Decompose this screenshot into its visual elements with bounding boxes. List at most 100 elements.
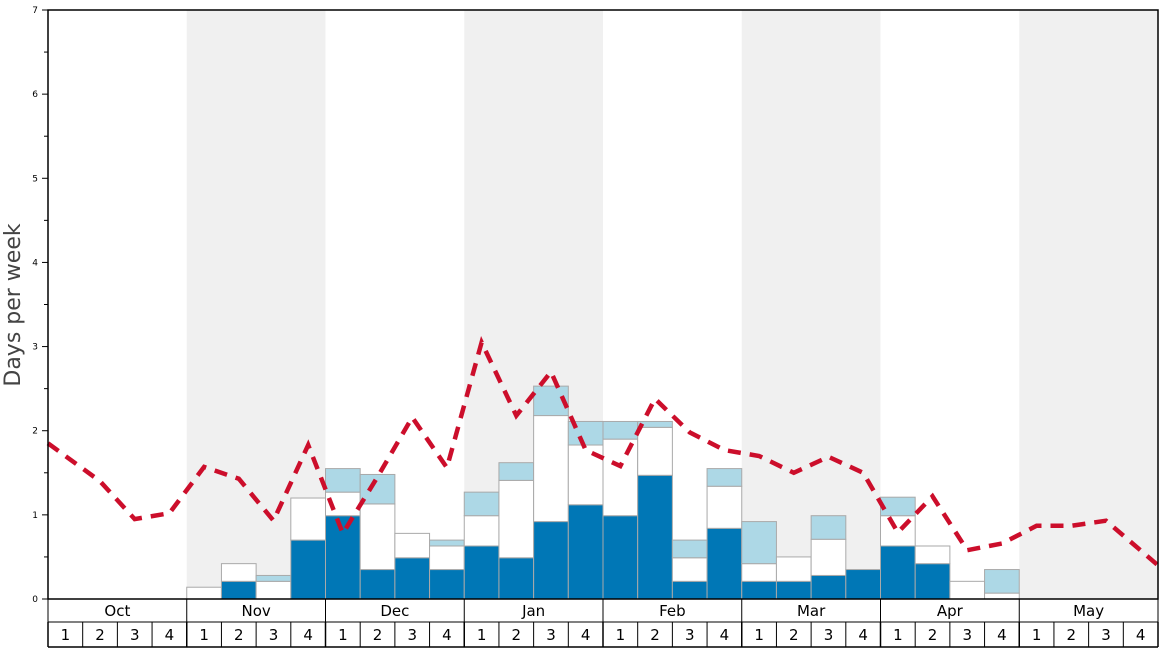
bar-middle (775, 556, 812, 582)
bar-base (463, 545, 500, 600)
bar-middle (429, 545, 465, 571)
bar-top (706, 468, 743, 487)
week-label: 1 (1032, 626, 1042, 644)
month-label: Feb (659, 602, 686, 620)
week-label: 2 (1067, 626, 1077, 644)
month-shading (186, 10, 1158, 599)
bar-base (602, 515, 639, 600)
week-label: 3 (824, 626, 834, 644)
bar-middle (394, 532, 431, 559)
y-tick-label: 5 (32, 174, 38, 184)
bar-base (359, 569, 396, 600)
bar-top (880, 496, 916, 517)
week-label: 1 (61, 626, 71, 644)
bar-middle (359, 503, 396, 571)
bar-base (533, 521, 569, 600)
y-tick-label: 4 (32, 258, 38, 268)
bar-top (984, 569, 1020, 594)
bar-top (325, 468, 361, 493)
bar-middle (949, 580, 986, 600)
month-label: Jan (521, 602, 545, 620)
bar-middle (637, 426, 673, 476)
week-label: 4 (1136, 626, 1146, 644)
week-label: 1 (338, 626, 348, 644)
bar-base (810, 574, 847, 600)
bar-base (429, 569, 465, 600)
bar-middle (220, 563, 257, 582)
week-label: 3 (546, 626, 556, 644)
week-label: 1 (754, 626, 764, 644)
week-label: 2 (789, 626, 799, 644)
bar-middle (984, 592, 1020, 600)
bar-middle (706, 485, 743, 529)
week-label: 2 (95, 626, 105, 644)
line-series (46, 335, 1160, 568)
week-label: 4 (303, 626, 313, 644)
y-tick-label: 1 (32, 511, 38, 521)
y-tick-label: 3 (32, 343, 38, 353)
bar-base (706, 527, 743, 600)
week-label: 1 (893, 626, 903, 644)
bar-top (810, 515, 847, 540)
week-label: 2 (512, 626, 522, 644)
week-label: 1 (616, 626, 626, 644)
y-tick-label: 6 (32, 90, 38, 100)
week-label: 2 (373, 626, 383, 644)
week-label: 3 (685, 626, 695, 644)
bar-base (775, 580, 812, 600)
week-label: 4 (165, 626, 175, 644)
y-tick-label: 2 (32, 427, 38, 437)
week-label: 4 (997, 626, 1007, 644)
month-label: Mar (797, 602, 826, 620)
bar-middle (914, 545, 951, 565)
week-label: 4 (581, 626, 591, 644)
week-label: 2 (650, 626, 660, 644)
week-label: 3 (269, 626, 279, 644)
week-label: 4 (442, 626, 452, 644)
month-label: May (1073, 602, 1104, 620)
bar-base (671, 580, 708, 600)
bar-base (637, 474, 673, 600)
week-label: 1 (199, 626, 209, 644)
bar-middle (498, 479, 535, 559)
bar-middle (810, 538, 847, 576)
bar-middle (741, 563, 777, 582)
bar-base (914, 563, 951, 600)
month-label: Apr (937, 602, 964, 620)
y-tick-label: 7 (32, 6, 38, 16)
bar-top (498, 462, 535, 481)
bar-base (741, 580, 777, 600)
month-label: Dec (380, 602, 409, 620)
bar-top (637, 420, 673, 428)
week-label: 3 (130, 626, 140, 644)
week-label: 3 (1101, 626, 1111, 644)
bar-top (359, 473, 396, 505)
month-shade (1019, 10, 1158, 599)
month-shade (741, 10, 881, 599)
stacked-bars (186, 385, 1020, 600)
bar-top (741, 521, 777, 565)
y-axis-label: Days per week (1, 223, 26, 386)
week-label: 4 (720, 626, 730, 644)
bar-base (498, 557, 535, 600)
bar-base (845, 569, 881, 600)
week-label: 2 (234, 626, 244, 644)
week-label: 4 (858, 626, 868, 644)
bar-top (602, 420, 639, 440)
bar-middle (255, 580, 292, 600)
bar-top (429, 539, 465, 547)
bar-middle (186, 586, 222, 600)
month-label: Nov (241, 602, 270, 620)
bar-base (394, 557, 431, 600)
bar-base (567, 504, 604, 600)
bar-top (463, 491, 500, 517)
week-label: 3 (407, 626, 417, 644)
month-label: Oct (104, 602, 130, 620)
bar-middle (671, 557, 708, 582)
bar-top (255, 574, 292, 582)
week-axis: 1 2 3 4 1 2 3 4 1 2 3 4 1 2 3 4 1 2 3 4 1 2 3 4 1 2 3 4 1 2 3 4 (47, 622, 1159, 648)
bar-base (220, 580, 257, 600)
month-axis: Oct Nov Dec Jan Feb Mar Apr May (47, 599, 1159, 623)
week-label: 2 (928, 626, 938, 644)
